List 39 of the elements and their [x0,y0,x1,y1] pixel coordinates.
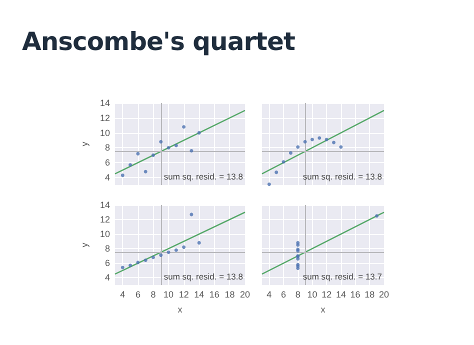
x-axis-title: x [320,304,326,314]
y-tick-label: 10 [100,128,110,138]
y-tick-label: 8 [104,142,110,153]
x-tick-label: 20 [378,290,390,300]
y-tick-label: 14 [100,98,110,108]
x-tick-label: 12 [178,290,189,300]
x-tick-label: 8 [295,290,300,300]
x-tick-label: 20 [240,290,250,300]
x-tick-label: 4 [266,290,272,300]
x-tick-label: 14 [336,290,346,300]
annotation: sum sq. resid. = 13.7 [302,272,382,282]
y-axis-title: y [80,141,90,146]
y-tick-label: 12 [100,112,110,123]
annotation: sum sq. resid. = 13.8 [302,172,382,182]
x-tick-label: 16 [350,290,360,300]
x-tick-label: 8 [150,290,156,300]
x-tick-label: 18 [364,290,375,300]
x-tick-label: 6 [135,290,140,300]
x-tick-label: 10 [307,290,318,300]
annotation: sum sq. resid. = 13.8 [164,172,244,182]
x-tick-label: 4 [120,290,126,300]
y-tick-label: 10 [100,229,110,240]
y-tick-label: 6 [104,158,110,168]
y-tick-label: 12 [100,214,110,225]
y-tick-label: 8 [104,244,110,254]
x-tick-label: 10 [164,290,174,300]
y-tick-label: 4 [104,272,110,283]
x-tick-label: 16 [209,290,220,300]
annotation: sum sq. resid. = 13.8 [164,272,244,282]
x-tick-label: 12 [322,290,332,300]
x-axis-title: x [178,304,183,314]
y-axis-title: y [80,242,90,248]
y-tick-label: 14 [100,200,110,210]
chart-title: Anscombe's quartet [22,27,295,56]
y-tick-label: 6 [104,258,110,268]
y-tick-label: 4 [104,172,110,183]
x-tick-label: 18 [224,290,235,300]
x-tick-label: 14 [194,290,204,300]
x-tick-label: 6 [281,290,286,300]
